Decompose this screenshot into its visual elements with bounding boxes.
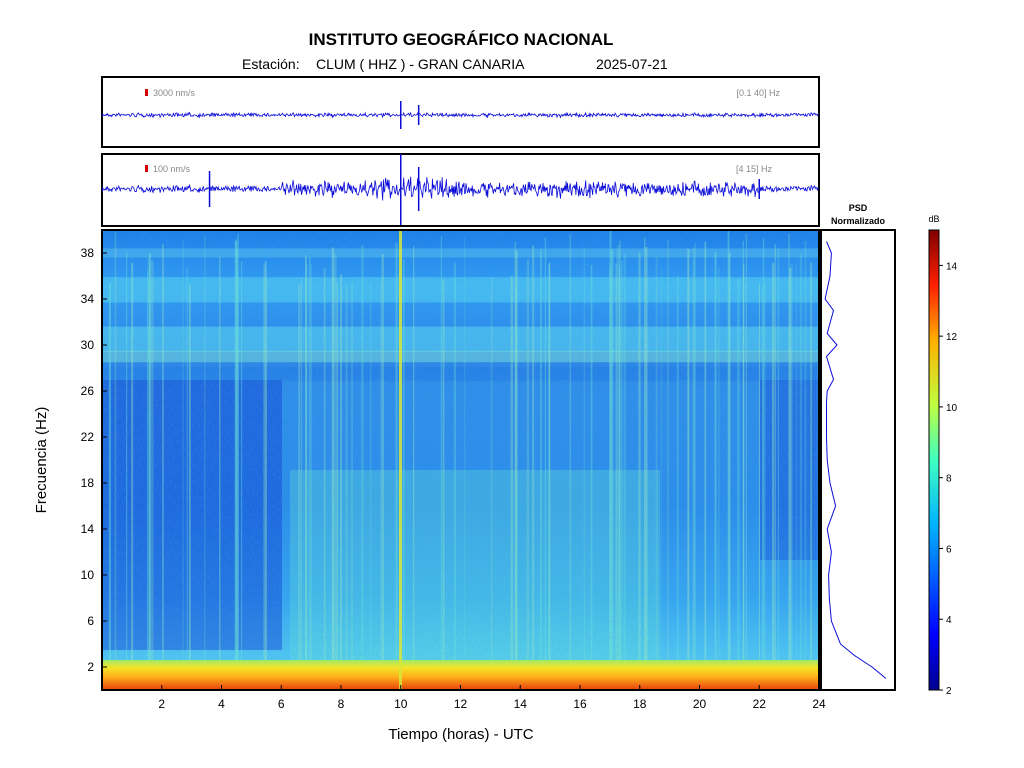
x-tick-label: 2 <box>158 697 165 711</box>
event-line <box>399 230 402 690</box>
seismogram-panel-filtered: 100 nm/s [4 15] Hz <box>101 153 820 227</box>
station-label: CLUM ( HHZ ) - GRAN CANARIA <box>316 56 525 72</box>
scale-marker <box>145 165 148 172</box>
x-axis: 2 4 6 8 10 12 14 16 18 20 22 24 <box>158 685 826 711</box>
band-label: [4 15] Hz <box>736 164 773 174</box>
scale-label: 100 nm/s <box>153 164 191 174</box>
colorbar-tick-label: 8 <box>946 474 952 485</box>
x-tick-label: 10 <box>394 697 408 711</box>
psd-curve <box>824 241 887 679</box>
seismogram-frame <box>101 76 820 148</box>
x-axis-label: Tiempo (horas) - UTC <box>388 726 533 743</box>
x-tick-label: 18 <box>633 697 647 711</box>
band-label: [0.1 40] Hz <box>736 88 780 98</box>
y-tick-label: 10 <box>81 568 95 582</box>
waveform <box>102 111 819 119</box>
x-tick-label: 24 <box>812 697 826 711</box>
psd-title: PSD <box>849 203 868 213</box>
colorbar-tick-label: 14 <box>946 261 958 272</box>
colorbar-tick-label: 4 <box>946 615 952 626</box>
y-tick-label: 2 <box>87 660 94 674</box>
y-tick-label: 30 <box>81 338 95 352</box>
station-prefix: Estación: <box>242 56 300 72</box>
colorbar-tick-label: 6 <box>946 544 952 555</box>
x-tick-label: 14 <box>514 697 528 711</box>
y-axis-label: Frecuencia (Hz) <box>33 407 50 514</box>
seismogram-trace <box>102 154 819 225</box>
x-tick-label: 22 <box>753 697 767 711</box>
x-tick-label: 4 <box>218 697 225 711</box>
y-tick-label: 6 <box>87 614 94 628</box>
main-title: INSTITUTO GEOGRÁFICO NACIONAL <box>309 30 614 49</box>
seismogram-panel-broadband: 3000 nm/s [0.1 40] Hz <box>101 76 820 148</box>
scale-marker <box>145 89 148 96</box>
waveform <box>102 176 819 201</box>
colorbar-label: dB <box>928 214 939 224</box>
x-tick-label: 16 <box>573 697 587 711</box>
x-tick-label: 8 <box>338 697 345 711</box>
y-tick-label: 26 <box>81 384 95 398</box>
colorbar-scale <box>928 229 940 691</box>
y-tick-label: 18 <box>81 476 95 490</box>
y-tick-label: 22 <box>81 430 95 444</box>
y-tick-label: 34 <box>81 292 95 306</box>
colorbar-tick-label: 2 <box>946 686 952 697</box>
psd-subtitle: Normalizado <box>831 216 886 226</box>
y-tick-label: 38 <box>81 246 95 260</box>
spectrogram-noise <box>102 230 819 690</box>
psd-frame <box>820 229 896 691</box>
colorbar-tick-label: 12 <box>946 332 958 343</box>
colorbar-tick-label: 10 <box>946 403 958 414</box>
scale-label: 3000 nm/s <box>153 88 196 98</box>
y-tick-label: 14 <box>81 522 95 536</box>
x-tick-label: 12 <box>454 697 468 711</box>
x-tick-label: 20 <box>693 697 707 711</box>
colorbar: dB 2 4 6 8 10 12 14 <box>928 214 957 697</box>
date-label: 2025-07-21 <box>596 56 668 72</box>
x-tick-label: 6 <box>278 697 285 711</box>
seismogram-trace <box>102 101 819 129</box>
psd-panel: PSD Normalizado <box>820 203 896 691</box>
spectrogram: 2 4 6 8 10 12 14 16 18 20 22 24 261014182226303438 … <box>33 229 826 743</box>
